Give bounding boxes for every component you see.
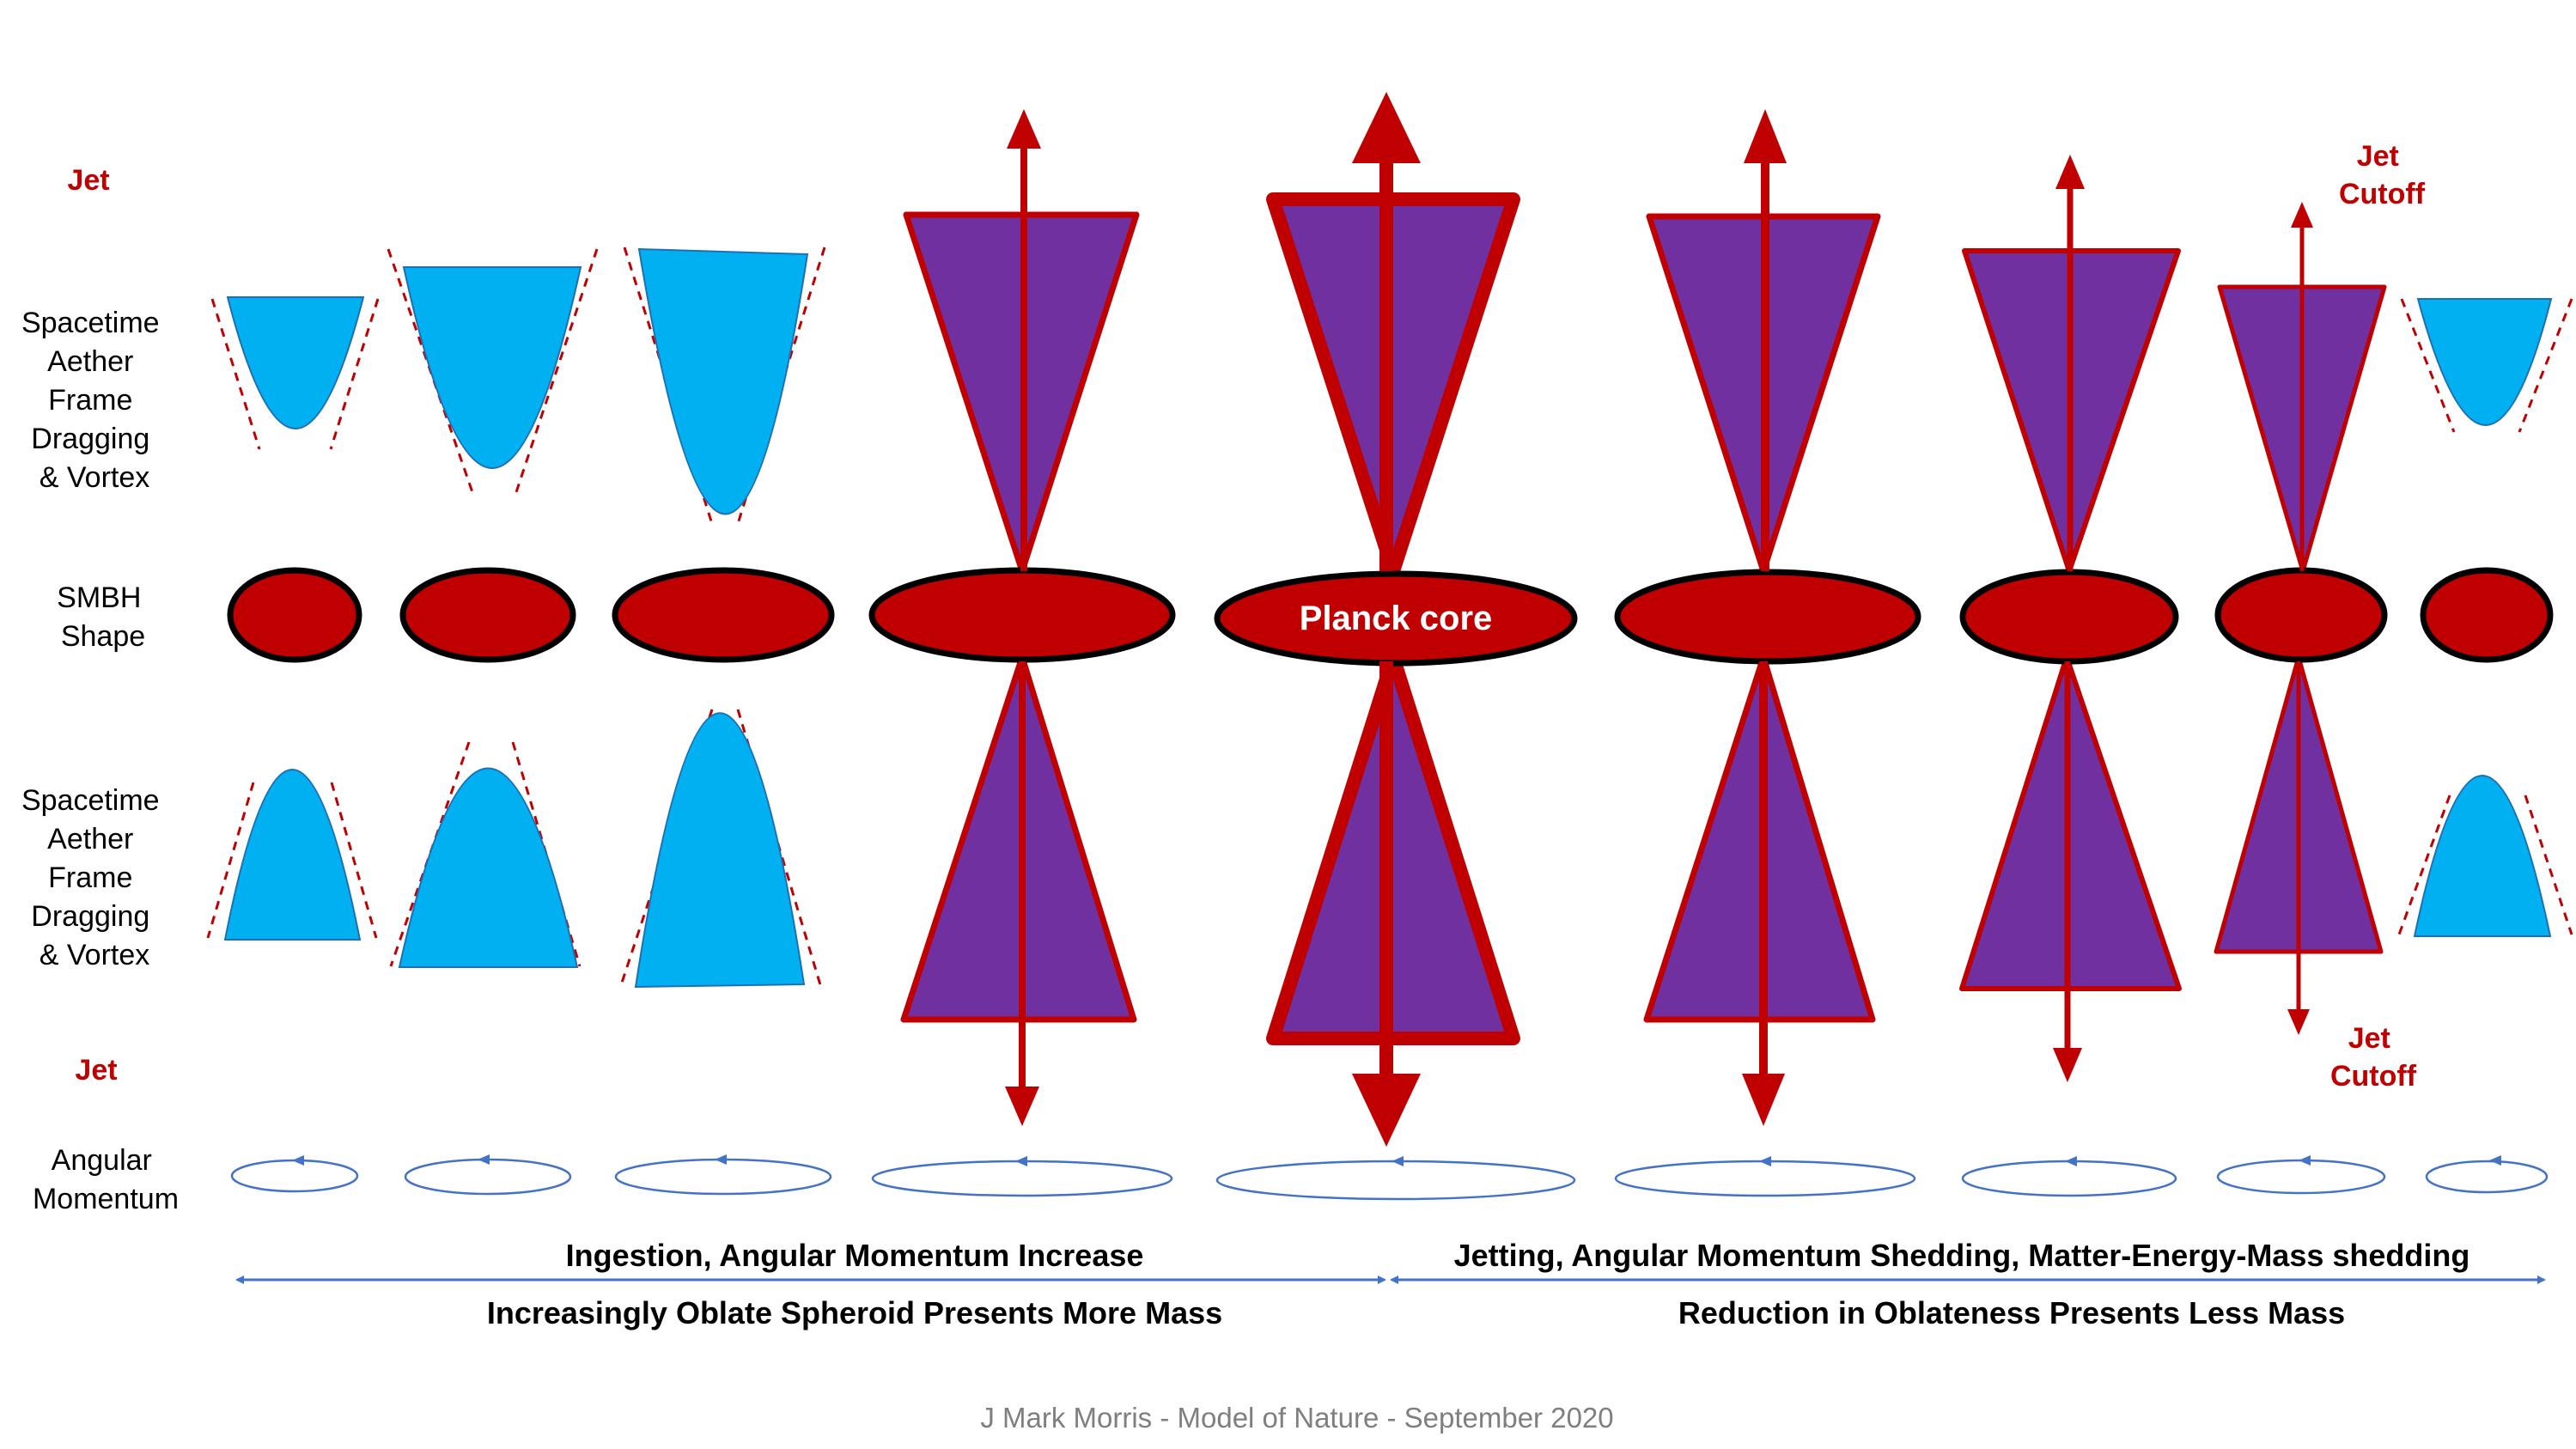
jet-arrowhead-bottom xyxy=(1352,1074,1421,1147)
rotation-arrowhead xyxy=(2489,1155,2501,1166)
jet-arrowhead-bottom xyxy=(1742,1074,1785,1126)
angular-momentum-loop xyxy=(614,1158,832,1196)
jet-arrowhead-bottom xyxy=(1005,1087,1039,1126)
rotation-arrowhead xyxy=(478,1154,490,1165)
smbh-body xyxy=(227,567,362,663)
angular-momentum-loop xyxy=(230,1159,359,1193)
planck-core-label: Planck core xyxy=(1300,600,1493,637)
angular-momentum-loop xyxy=(2216,1159,2386,1195)
frame-drag-guide xyxy=(206,782,255,939)
frame-drag-guide xyxy=(511,741,582,967)
spacetime-funnel-bottom xyxy=(398,767,579,968)
angular-momentum-loop xyxy=(871,1160,1173,1197)
jet-arrowhead-bottom xyxy=(2287,1009,2310,1035)
stage-5: Planck core xyxy=(1214,92,1578,1201)
rotation-arrowhead xyxy=(2065,1156,2077,1166)
label-spacetime-bottom: Spacetime Aether Frame Dragging & Vortex xyxy=(21,784,167,971)
smbh-body xyxy=(612,567,835,663)
jet-arrowhead-bottom xyxy=(2053,1048,2082,1082)
angular-momentum-loop xyxy=(404,1158,572,1196)
frame-drag-guide xyxy=(514,248,599,496)
phase-annotations: Ingestion, Angular Momentum Increase Inc… xyxy=(235,1238,2546,1330)
jet-cutoff-bottom-label: Jet Cutoff xyxy=(2330,1022,2417,1093)
spacetime-funnel-top xyxy=(637,247,809,515)
phase-left-line1: Ingestion, Angular Momentum Increase xyxy=(566,1238,1144,1273)
jet-arrowhead-top xyxy=(2055,155,2085,189)
stage-6 xyxy=(1614,109,1921,1197)
jet-arrowhead-top xyxy=(1007,109,1041,149)
row-labels: Jet Spacetime Aether Frame Dragging & Vo… xyxy=(21,164,179,1215)
smbh-body xyxy=(2214,567,2388,663)
label-jet-top: Jet xyxy=(67,164,109,197)
smbh-body xyxy=(868,567,1176,663)
stage-4 xyxy=(868,109,1176,1197)
spacetime-funnel-top xyxy=(226,296,365,429)
smbh-body xyxy=(1614,569,1921,665)
frame-drag-guide xyxy=(2518,298,2573,433)
rotation-arrowhead xyxy=(715,1154,727,1165)
jet-arrowhead-top xyxy=(1352,92,1421,163)
spacetime-funnel-bottom xyxy=(2413,775,2552,937)
stage-3 xyxy=(612,247,835,1196)
spacetime-funnel-bottom xyxy=(634,712,806,989)
frame-drag-guide xyxy=(330,782,378,939)
rotation-arrowhead xyxy=(1015,1156,1027,1166)
rotation-arrowhead xyxy=(1759,1156,1771,1166)
stage-8 xyxy=(2214,202,2388,1195)
spacetime-funnel-top xyxy=(2416,298,2553,426)
smbh-body xyxy=(1214,570,1578,667)
smbh-body xyxy=(2420,567,2554,663)
footer-credit: J Mark Morris - Model of Nature - Septem… xyxy=(980,1402,1613,1434)
rotation-arrowhead xyxy=(1392,1156,1404,1166)
smbh-body xyxy=(1959,569,2179,665)
stage-1 xyxy=(206,296,380,1193)
frame-drag-guide xyxy=(2400,298,2456,433)
frame-drag-guide xyxy=(329,298,380,450)
label-angular-momentum: Angular Momentum xyxy=(33,1144,179,1215)
stage-7 xyxy=(1959,155,2182,1197)
jet-arrowhead-top xyxy=(2291,202,2313,228)
label-smbh-shape: SMBH Shape xyxy=(57,581,149,653)
rotation-arrowhead xyxy=(292,1155,304,1166)
angular-momentum-loop xyxy=(1961,1160,2177,1197)
phase-right-line2: Reduction in Oblateness Presents Less Ma… xyxy=(1678,1295,2345,1330)
spacetime-funnel-top xyxy=(402,266,582,469)
label-spacetime-top: Spacetime Aether Frame Dragging & Vortex xyxy=(21,307,167,494)
stage-9 xyxy=(2397,298,2573,1194)
label-jet-bottom: Jet xyxy=(75,1054,117,1087)
stage-2 xyxy=(387,248,599,1196)
angular-momentum-loop xyxy=(1614,1160,1916,1197)
angular-momentum-loop xyxy=(1215,1160,1576,1201)
spacetime-funnel-bottom xyxy=(223,769,362,941)
frame-drag-guide xyxy=(210,298,261,450)
rotation-arrowhead xyxy=(2299,1155,2311,1166)
phase-right-line1: Jetting, Angular Momentum Shedding, Matt… xyxy=(1454,1238,2470,1273)
jet-arrowhead-top xyxy=(1744,109,1787,163)
smbh-body xyxy=(399,567,576,663)
angular-momentum-loop xyxy=(2425,1160,2549,1194)
phase-left-line2: Increasingly Oblate Spheroid Presents Mo… xyxy=(487,1295,1222,1330)
jet-cutoff-top-label: Jet Cutoff xyxy=(2339,140,2426,210)
